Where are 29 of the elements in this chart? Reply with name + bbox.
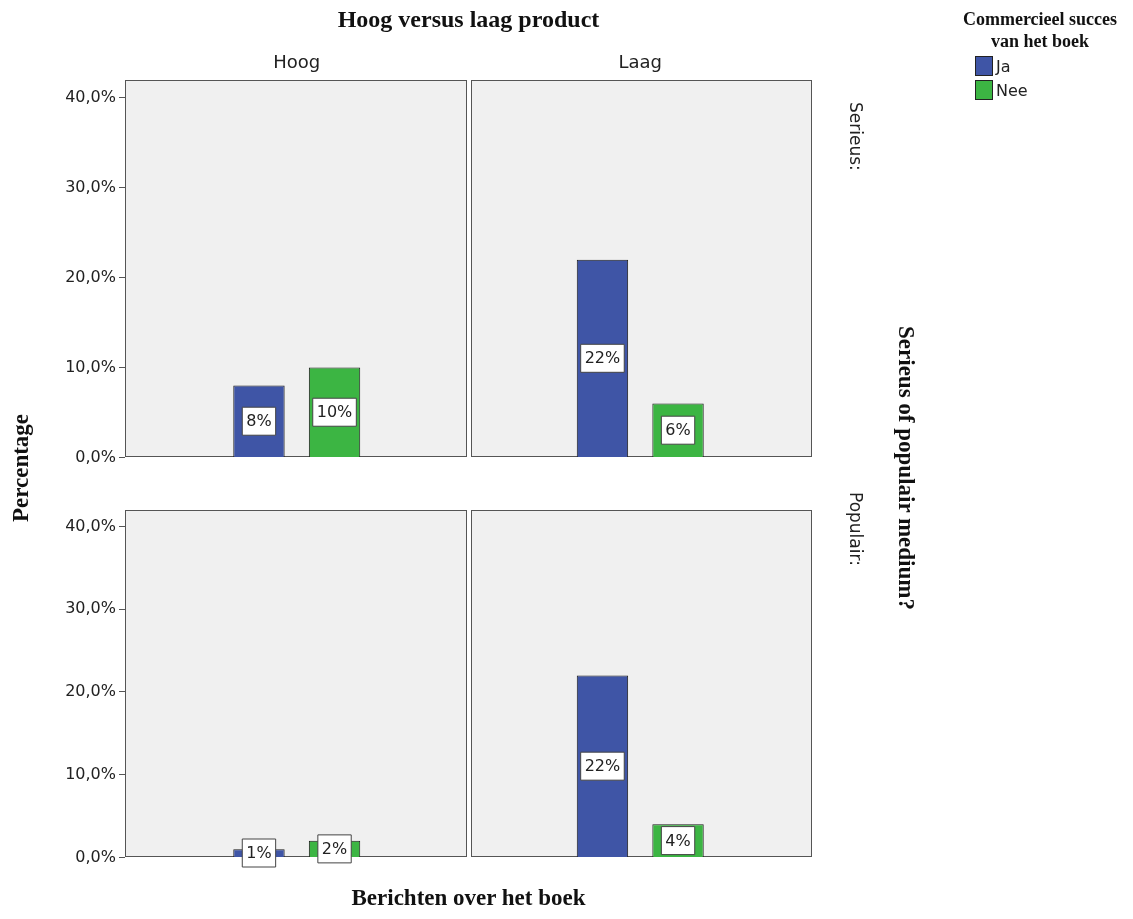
legend-label: Nee — [996, 80, 1028, 100]
data-label: 2% — [321, 839, 348, 859]
y-tick-label: 20,0% — [65, 681, 116, 701]
y-tick-label: 30,0% — [65, 598, 116, 618]
y-tick-label: 0,0% — [75, 846, 116, 866]
y-tick-label: 40,0% — [65, 87, 116, 107]
y-tick-label: 10,0% — [65, 763, 116, 783]
data-label: 10% — [316, 402, 353, 422]
y-tick-label: 40,0% — [65, 515, 116, 535]
data-label: 8% — [246, 411, 272, 431]
legend-label: Ja — [996, 56, 1011, 76]
y-axis-title: Percentage — [8, 413, 34, 523]
text: Populair: — [846, 492, 866, 566]
y-tick-label: 0,0% — [75, 446, 116, 466]
text: Serieus: — [846, 102, 866, 171]
y-tick-label: 10,0% — [65, 356, 116, 376]
legend-title: Commercieel succes van het boek — [961, 8, 1119, 52]
x-tick-label: Laag — [618, 50, 663, 72]
y2-axis-title: Serieus of populair medium? — [893, 326, 919, 610]
y-tick-label: 20,0% — [65, 266, 116, 286]
data-label: 1% — [246, 843, 272, 863]
data-label: 6% — [665, 420, 691, 440]
y-tick-label: 30,0% — [65, 176, 116, 196]
data-label: 4% — [665, 830, 691, 850]
data-label: 22% — [584, 756, 621, 776]
x-tick-label: Hoog — [273, 50, 321, 72]
data-label: 22% — [584, 348, 621, 368]
x-axis-title: Berichten over het boek — [350, 885, 587, 911]
chart-title: Hoog versus laag product — [336, 6, 601, 33]
